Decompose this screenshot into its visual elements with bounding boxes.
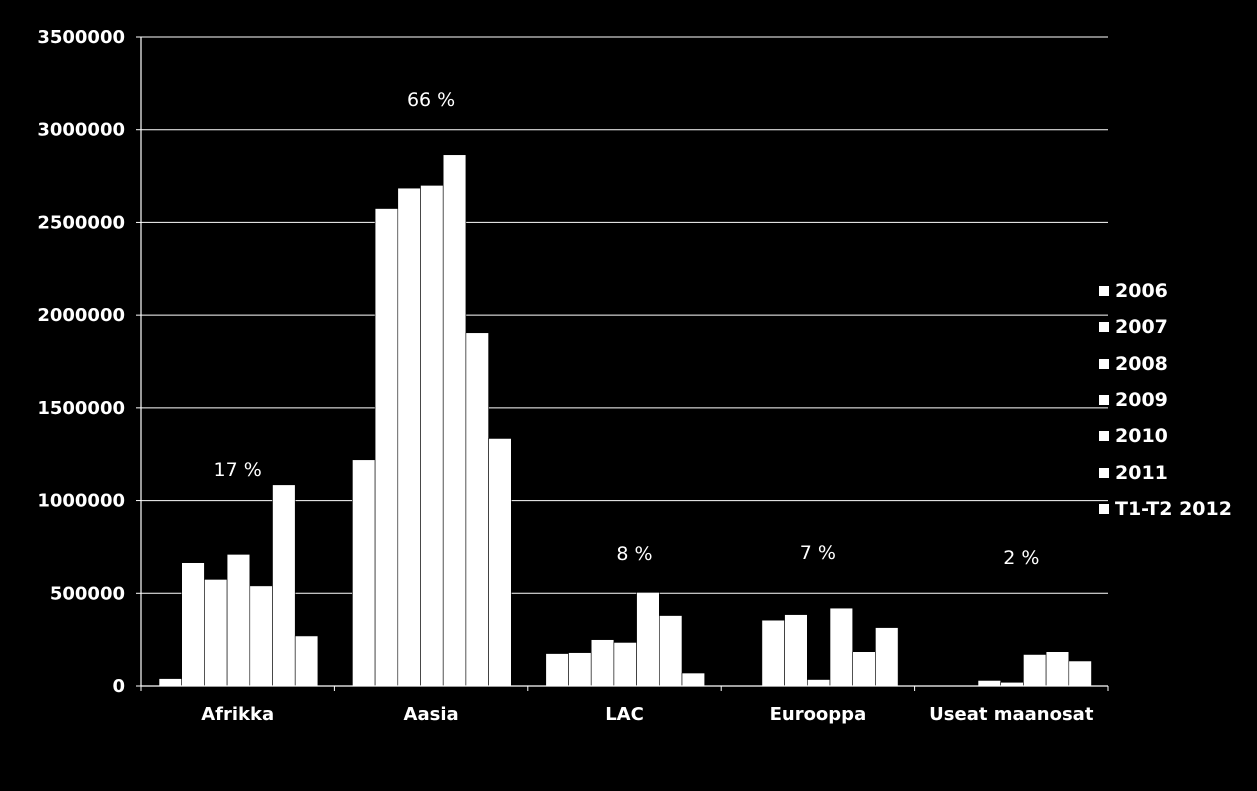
y-tick-label: 2500000 <box>37 212 125 233</box>
bar-2006-aasia <box>352 459 376 687</box>
legend-swatch <box>1099 395 1109 406</box>
bar-2009-afrikka <box>226 554 251 687</box>
y-tick-label: 1500000 <box>37 398 125 419</box>
legend-item: 2010 <box>1099 418 1232 454</box>
legend-swatch <box>1099 503 1109 514</box>
y-tick-label: 2000000 <box>37 305 125 326</box>
bar-t1-t2-2012-aasia <box>488 438 512 687</box>
bar-2011-lac <box>658 615 683 687</box>
bar-2009-lac <box>613 642 637 687</box>
legend-swatch <box>1099 286 1109 297</box>
bar-t1-t2-2012-afrikka <box>294 635 319 687</box>
x-category-label: Afrikka <box>201 704 274 725</box>
legend-item: T1-T2 2012 <box>1099 491 1232 527</box>
percentage-annotation: 17 % <box>214 459 262 481</box>
bar-2006-lac <box>545 653 569 687</box>
bar-2009-eurooppa <box>806 679 831 687</box>
bar-2008-lac <box>590 639 615 687</box>
legend-label: 2006 <box>1115 280 1168 303</box>
bar-t1-t2-2012-lac <box>681 672 706 687</box>
bar-2008-aasia <box>397 187 421 687</box>
percentage-annotation: 8 % <box>616 543 652 565</box>
y-tick-label: 0 <box>112 676 125 697</box>
legend-swatch <box>1099 467 1109 478</box>
y-tick-label: 3500000 <box>37 27 125 48</box>
bar-t1-t2-2012-eurooppa <box>875 627 899 687</box>
legend-label: T1-T2 2012 <box>1115 497 1232 520</box>
axes <box>136 36 1109 691</box>
y-tick-label: 500000 <box>50 583 125 604</box>
x-category-label: Useat maanosat <box>929 704 1094 725</box>
bar-2010-eurooppa <box>829 607 854 687</box>
grid-lines <box>141 36 1108 594</box>
bar-2010-aasia <box>442 154 467 687</box>
y-tick-label: 3000000 <box>37 120 125 141</box>
legend-label: 2011 <box>1115 461 1168 484</box>
bar-2010-afrikka <box>249 585 273 687</box>
legend: 2006 2007 2008 2009 2010 2011 T1-T2 2012 <box>1099 273 1232 527</box>
legend-item: 2009 <box>1099 382 1232 418</box>
bar-2010-useat-maanosat <box>1023 654 1047 687</box>
bar-t1-t2-2012-useat-maanosat <box>1068 660 1092 687</box>
percentage-annotation: 66 % <box>407 89 455 111</box>
x-category-label: LAC <box>605 704 644 725</box>
percentage-annotation: 2 % <box>1003 547 1039 569</box>
legend-item: 2008 <box>1099 346 1232 382</box>
bar-2007-lac <box>568 652 592 687</box>
y-tick-label: 1000000 <box>37 491 125 512</box>
legend-label: 2009 <box>1115 389 1168 412</box>
bar-2006-afrikka <box>158 678 183 687</box>
bar-2008-eurooppa <box>784 614 808 687</box>
legend-label: 2008 <box>1115 352 1168 375</box>
bar-2009-aasia <box>420 185 444 687</box>
bars <box>158 154 1092 687</box>
legend-label: 2010 <box>1115 425 1168 448</box>
bar-2010-lac <box>636 592 660 687</box>
legend-label: 2007 <box>1115 316 1168 339</box>
legend-item: 2007 <box>1099 309 1232 345</box>
bar-2011-afrikka <box>272 484 296 687</box>
bar-2007-eurooppa <box>761 619 785 687</box>
labels: 0 500000 1000000 1500000 2000000 2500000 30000… <box>37 27 1093 725</box>
bar-2011-useat-maanosat <box>1045 651 1070 687</box>
percentage-annotation: 7 % <box>800 542 836 564</box>
bar-2011-aasia <box>465 332 489 687</box>
legend-item: 2006 <box>1099 273 1232 309</box>
bar-2008-useat-maanosat <box>977 680 1002 687</box>
legend-item: 2011 <box>1099 454 1232 490</box>
legend-swatch <box>1099 358 1109 369</box>
bar-2008-afrikka <box>204 579 228 687</box>
x-category-label: Aasia <box>404 704 459 725</box>
bar-2011-eurooppa <box>852 651 876 687</box>
legend-swatch <box>1099 322 1109 333</box>
bar-2007-afrikka <box>181 562 205 687</box>
bar-2007-aasia <box>374 208 399 687</box>
legend-swatch <box>1099 431 1109 442</box>
x-category-label: Eurooppa <box>770 704 867 725</box>
